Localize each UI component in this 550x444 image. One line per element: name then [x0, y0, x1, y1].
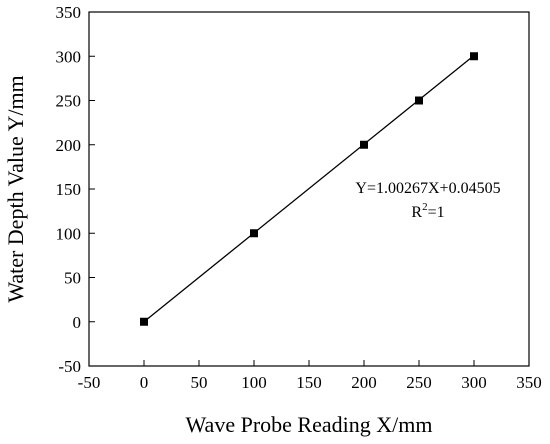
axis-ticks: -50 0 50 100 150 200 250 300 350 -50 0 50 100 150 200 2…	[56, 3, 542, 392]
x-tick-label: 300	[461, 373, 487, 392]
x-tick-label: 0	[140, 373, 149, 392]
x-tick-label: 150	[296, 373, 322, 392]
y-tick-label: 0	[73, 313, 82, 332]
x-tick-label: 50	[191, 373, 208, 392]
y-tick-label: 250	[56, 92, 82, 111]
data-point	[140, 317, 148, 326]
r2-rest: =1	[428, 204, 445, 221]
x-tick-label: -50	[78, 373, 101, 392]
y-tick-label: 350	[56, 3, 82, 22]
data-point	[360, 140, 368, 149]
y-tick-label: -50	[58, 357, 81, 376]
x-tick-label: 250	[406, 373, 432, 392]
data-point	[470, 52, 478, 61]
data-point	[250, 229, 258, 238]
y-tick-label: 50	[64, 269, 81, 288]
x-tick-label: 100	[241, 373, 267, 392]
y-tick-label: 150	[56, 180, 82, 199]
y-tick-label: 100	[56, 224, 82, 243]
r2-base: R	[411, 204, 422, 221]
y-tick-label: 200	[56, 136, 82, 155]
x-axis-title: Wave Probe Reading X/mm	[186, 412, 433, 437]
y-tick-label: 300	[56, 47, 82, 66]
x-tick-label: 200	[351, 373, 377, 392]
r2-superscript: 2	[422, 201, 428, 213]
equation-annotation: Y=1.00267X+0.04505	[355, 180, 500, 197]
data-points-layer	[140, 52, 478, 326]
x-tick-label: 350	[516, 373, 542, 392]
data-point	[415, 96, 423, 105]
r-squared-annotation: R2=1	[411, 201, 444, 221]
y-axis-title: Water Depth Value Y/mm	[3, 75, 28, 302]
